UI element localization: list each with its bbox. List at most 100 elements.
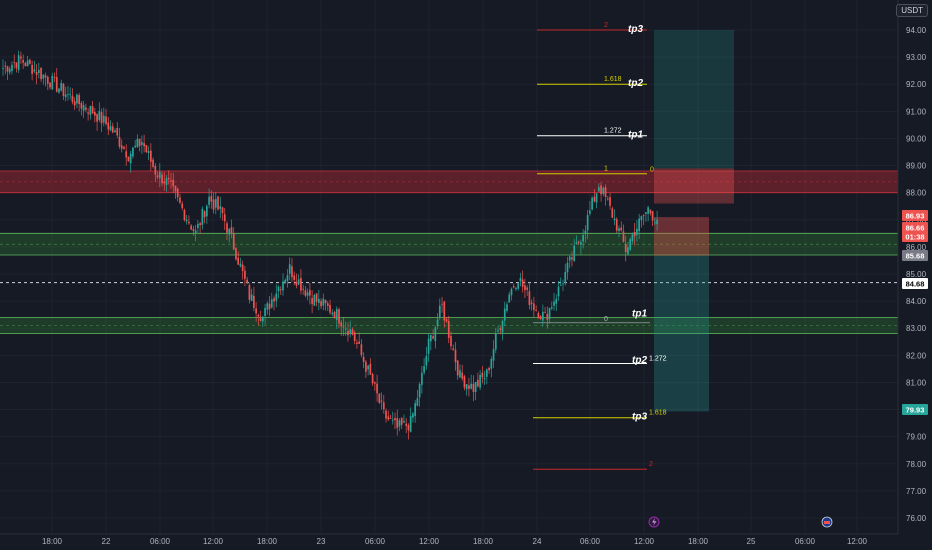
candle-body <box>591 197 593 210</box>
candle-body <box>636 228 638 235</box>
candle-body <box>188 221 190 224</box>
candle-body <box>138 138 141 147</box>
candle-body <box>76 94 78 104</box>
candle-body <box>378 393 381 403</box>
candle-body <box>120 145 123 149</box>
candle-body <box>396 418 399 428</box>
candle-body <box>656 219 658 225</box>
lower-tp2-label: tp2 <box>632 355 647 366</box>
upper-tp2-label: tp2 <box>628 78 643 89</box>
candle-body <box>356 342 358 344</box>
candle-body <box>389 418 392 419</box>
candle-body <box>286 275 289 281</box>
candle-body <box>627 247 629 254</box>
candle-body <box>250 294 253 301</box>
candle-body <box>24 62 27 67</box>
candle-body <box>331 312 334 315</box>
candle-body <box>6 66 9 72</box>
candle-body <box>172 179 175 187</box>
candle-body <box>266 303 269 310</box>
y-tick-label: 83.00 <box>906 324 927 333</box>
candle-body <box>470 383 473 389</box>
candle-body <box>421 372 423 385</box>
candle-body <box>562 283 564 285</box>
candle-body <box>537 313 540 319</box>
candle-body <box>228 228 231 235</box>
candle-body <box>638 218 641 232</box>
candle-body <box>158 171 161 179</box>
candle-body <box>22 60 25 63</box>
candle-body <box>494 333 497 350</box>
candle-body <box>595 193 598 203</box>
lower-fib-label: 1.272 <box>649 355 667 362</box>
candle-body <box>618 228 620 232</box>
candle-body <box>230 227 233 234</box>
price-label-box <box>902 222 928 233</box>
x-tick-label: 12:00 <box>847 537 868 546</box>
candle-body <box>403 420 405 423</box>
candle-body <box>261 316 264 322</box>
candle-body <box>46 76 49 84</box>
candle-body <box>82 105 85 111</box>
candle-body <box>436 319 439 327</box>
candle-body <box>429 334 432 342</box>
candle-body <box>118 136 121 147</box>
candle-body <box>223 214 226 222</box>
candle-body <box>174 185 177 192</box>
candle-body <box>541 311 544 321</box>
currency-button[interactable]: USDT <box>896 4 928 17</box>
candle-body <box>264 307 266 317</box>
price-label-text: 86.66 <box>906 224 925 233</box>
candle-body <box>143 143 145 147</box>
candle-body <box>123 146 125 149</box>
candle-body <box>367 365 369 370</box>
candle-body <box>499 328 502 330</box>
candle-body <box>344 328 347 330</box>
candle-body <box>510 288 513 296</box>
candle-body <box>452 348 455 351</box>
candle-body <box>485 369 488 377</box>
candle-body <box>347 330 349 336</box>
candle-body <box>322 298 325 306</box>
candle-body <box>217 196 219 210</box>
y-tick-label: 77.00 <box>906 487 927 496</box>
candle-body <box>199 223 201 226</box>
price-label-box <box>902 210 928 221</box>
candle-body <box>450 335 452 347</box>
red-resistance-zone <box>0 170 898 193</box>
x-tick-label: 06:00 <box>150 537 171 546</box>
price-label-text: 79.93 <box>906 406 925 415</box>
price-label-text: 84.68 <box>906 280 925 289</box>
candle-body <box>208 196 210 205</box>
candle-body <box>555 298 558 304</box>
candle-body <box>380 400 383 402</box>
candle-body <box>371 374 374 384</box>
candle-body <box>593 196 596 202</box>
candle-body <box>349 329 352 335</box>
candle-body <box>326 303 329 306</box>
candle-body <box>156 175 159 178</box>
candle-body <box>297 279 300 285</box>
candle-body <box>535 310 537 311</box>
candle-body <box>145 145 148 153</box>
candle-body <box>611 208 614 218</box>
candle-body <box>149 150 152 162</box>
lower-tp1-label: tp1 <box>632 309 647 320</box>
candle-body <box>284 279 287 283</box>
candle-body <box>490 359 493 369</box>
candle-body <box>96 114 98 122</box>
upper-fib-label: 1 <box>604 166 608 173</box>
candle-body <box>497 330 499 332</box>
x-tick-label: 18:00 <box>473 537 494 546</box>
candle-body <box>600 185 602 195</box>
candle-body <box>409 416 412 432</box>
candle-body <box>4 65 7 67</box>
candle-body <box>100 112 103 124</box>
candle-body <box>203 211 206 218</box>
y-tick-label: 86.00 <box>906 243 927 252</box>
candle-body <box>33 69 36 72</box>
candle-body <box>246 279 249 283</box>
upper-fib-label: 1.272 <box>604 128 622 135</box>
candle-body <box>479 375 481 388</box>
